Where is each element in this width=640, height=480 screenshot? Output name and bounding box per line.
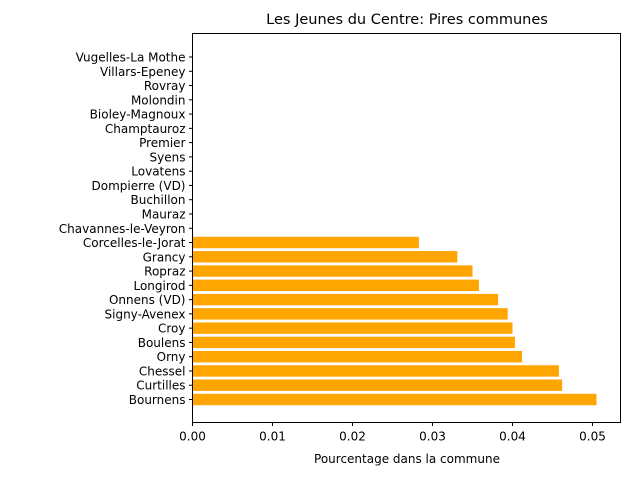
y-tick-label: Corcelles-le-Jorat	[83, 236, 186, 250]
y-tick-label: Ropraz	[144, 265, 185, 279]
bar	[192, 236, 419, 249]
y-tick-label: Orny	[157, 350, 186, 364]
bar	[192, 322, 513, 334]
x-tick-label: 0.01	[259, 430, 286, 444]
y-tick-label: Premier	[139, 136, 185, 150]
x-tick-label: 0.04	[499, 430, 526, 444]
bar	[192, 365, 559, 377]
y-tick-label: Lovatens	[131, 165, 185, 179]
y-tick-label: Grancy	[143, 250, 186, 264]
x-tick-label: 0.03	[419, 430, 446, 444]
bar	[192, 350, 523, 363]
y-tick-label: Longirod	[133, 279, 185, 293]
y-tick-label: Molondin	[131, 93, 186, 107]
bars-group	[192, 236, 597, 406]
bar	[192, 336, 515, 349]
x-tick-label: 0.02	[339, 430, 366, 444]
bar	[192, 293, 499, 306]
y-tick-label: Bioley-Magnoux	[90, 108, 186, 122]
y-axis-ticks: BournensCurtillesChesselOrnyBoulensCroyS…	[59, 51, 193, 407]
y-tick-label: Rovray	[144, 79, 186, 93]
x-tick-label: 0.00	[179, 430, 206, 444]
y-tick-label: Chessel	[139, 364, 186, 378]
x-tick-label: 0.05	[579, 430, 606, 444]
y-tick-label: Curtilles	[136, 379, 185, 393]
bar	[192, 265, 473, 277]
y-tick-label: Boulens	[138, 336, 186, 350]
x-axis-ticks: 0.00 0.01 0.02 0.03 0.04 0.05	[179, 422, 606, 444]
bar	[192, 379, 563, 391]
y-tick-label: Onnens (VD)	[109, 293, 186, 307]
y-tick-label: Chavannes-le-Veyron	[59, 222, 186, 236]
x-axis-label: Pourcentage dans la commune	[314, 452, 500, 466]
y-tick-label: Villars-Epeney	[100, 65, 186, 79]
y-tick-label: Syens	[150, 150, 186, 164]
y-tick-label: Vugelles-La Mothe	[76, 51, 186, 65]
chart-title: Les Jeunes du Centre: Pires communes	[266, 12, 548, 28]
y-tick-label: Buchillon	[131, 193, 186, 207]
bar	[192, 308, 508, 320]
bar	[192, 279, 479, 292]
y-tick-label: Mauraz	[142, 207, 186, 221]
y-tick-label: Champtauroz	[105, 122, 186, 136]
y-tick-label: Signy-Avenex	[105, 307, 186, 321]
bar	[192, 251, 458, 263]
y-tick-label: Bournens	[129, 393, 186, 407]
plot-frame	[192, 33, 621, 423]
bar	[192, 393, 597, 406]
y-tick-label: Croy	[158, 322, 186, 336]
y-tick-label: Dompierre (VD)	[91, 179, 185, 193]
